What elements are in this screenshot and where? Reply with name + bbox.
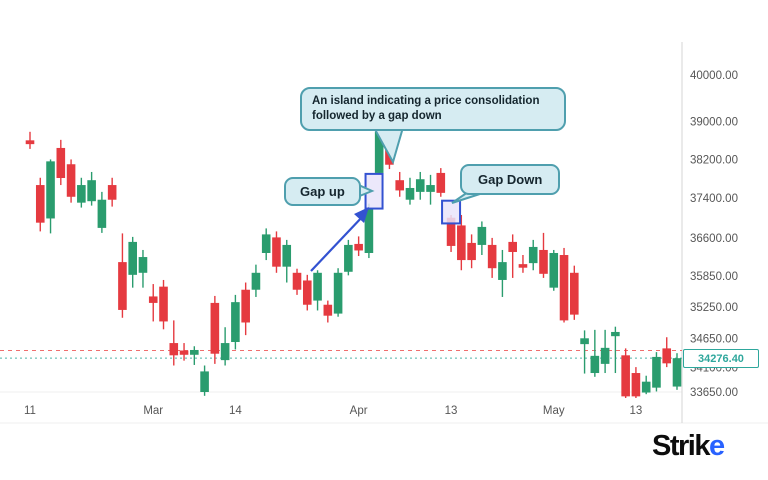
candle-body [220, 343, 230, 361]
candle-body [426, 185, 435, 192]
candle-body [251, 272, 261, 290]
candle-body [611, 331, 620, 337]
candle-body [570, 272, 579, 315]
candle-body [662, 348, 672, 364]
candle-body [56, 147, 66, 179]
x-axis-label: May [543, 405, 565, 417]
y-axis-label: 34650.00 [690, 333, 738, 345]
candle-body [333, 272, 343, 314]
candle-body [35, 185, 45, 223]
x-axis-label: 13 [630, 405, 643, 417]
y-axis-label: 35250.00 [690, 302, 738, 314]
candle-body [231, 302, 240, 343]
gap-down-box [441, 199, 462, 225]
candle-body [313, 272, 322, 301]
candle-body [672, 358, 682, 387]
candle-body [518, 264, 528, 268]
candle-body [128, 241, 137, 275]
candle-body [77, 185, 86, 203]
x-axis-label: Apr [350, 405, 368, 417]
candle-body [487, 244, 497, 269]
island-annotation-callout: An island indicating a price consolidati… [300, 87, 566, 131]
candle-body [457, 225, 466, 261]
candle-body [364, 208, 374, 253]
y-axis-label: 37400.00 [690, 193, 738, 205]
y-axis-label: 36600.00 [690, 233, 738, 245]
y-axis-label: 39000.00 [690, 116, 738, 128]
candle-body [344, 244, 353, 272]
candle-body [477, 226, 487, 245]
candle-body [549, 252, 559, 288]
candle-body [559, 255, 569, 321]
candle-body [528, 246, 538, 264]
candle-body [374, 131, 384, 173]
island-annotation-line2: followed by a gap down [312, 109, 442, 122]
y-axis-label: 38200.00 [690, 154, 738, 166]
candle-body [436, 172, 446, 193]
candle-body [405, 187, 415, 200]
candle-body [97, 199, 107, 228]
y-axis-label: 35850.00 [690, 271, 738, 283]
gap-up-callout: Gap up [284, 177, 361, 206]
candle-body [395, 180, 405, 191]
candle-body [169, 343, 179, 356]
candle-body [292, 272, 302, 290]
candle-body [631, 373, 641, 397]
x-axis-label: 14 [229, 405, 242, 417]
gap-up-label: Gap up [300, 184, 345, 199]
candle-body [302, 280, 312, 305]
candle-body [107, 185, 117, 200]
candle-body [138, 257, 148, 273]
candle-body [25, 140, 35, 145]
y-axis-label: 40000.00 [690, 70, 738, 82]
gap-up-arrow-line [310, 214, 365, 272]
strike-logo-black: Strik [652, 430, 710, 462]
candle-body [272, 237, 281, 267]
candle-body [179, 350, 189, 355]
candle-body [415, 179, 425, 192]
candle-body [446, 217, 456, 246]
candle-body [148, 296, 158, 303]
candle-body [652, 356, 661, 388]
candle-body [539, 249, 548, 274]
gap-up-arrow-head [354, 207, 369, 223]
candle-body [159, 286, 168, 322]
candle-body [241, 289, 250, 323]
candle-body [190, 349, 199, 355]
x-axis-label: Mar [143, 405, 163, 417]
gap-down-label: Gap Down [478, 172, 543, 187]
candle-body [590, 355, 600, 374]
candle-body [46, 161, 55, 219]
y-axis-label: 33650.00 [690, 387, 738, 399]
x-axis-label: 11 [24, 405, 36, 417]
last-price-value: 34276.40 [698, 352, 744, 365]
strike-logo-blue-e: e [708, 430, 725, 462]
candle-body [641, 381, 651, 393]
strike-logo: Strike [652, 430, 725, 463]
candle-body [467, 242, 476, 261]
last-price-badge: 34276.40 [683, 349, 759, 369]
x-axis-label: 13 [445, 405, 458, 417]
candle-body [621, 355, 630, 397]
candle-body [282, 244, 292, 267]
candle-body [261, 234, 271, 253]
candle-body [210, 302, 220, 354]
candle-body [354, 243, 363, 251]
candle-body [498, 262, 507, 280]
candle-body [580, 338, 589, 345]
candle-body [508, 241, 517, 252]
candle-body [600, 347, 610, 364]
island-annotation-line1: An island indicating a price consolidati… [312, 95, 540, 107]
candle-body [200, 371, 209, 392]
candle-body [87, 180, 96, 202]
candle-body [118, 262, 127, 310]
gap-down-callout: Gap Down [460, 164, 561, 195]
candle-body [66, 164, 76, 197]
candle-body [323, 304, 333, 316]
